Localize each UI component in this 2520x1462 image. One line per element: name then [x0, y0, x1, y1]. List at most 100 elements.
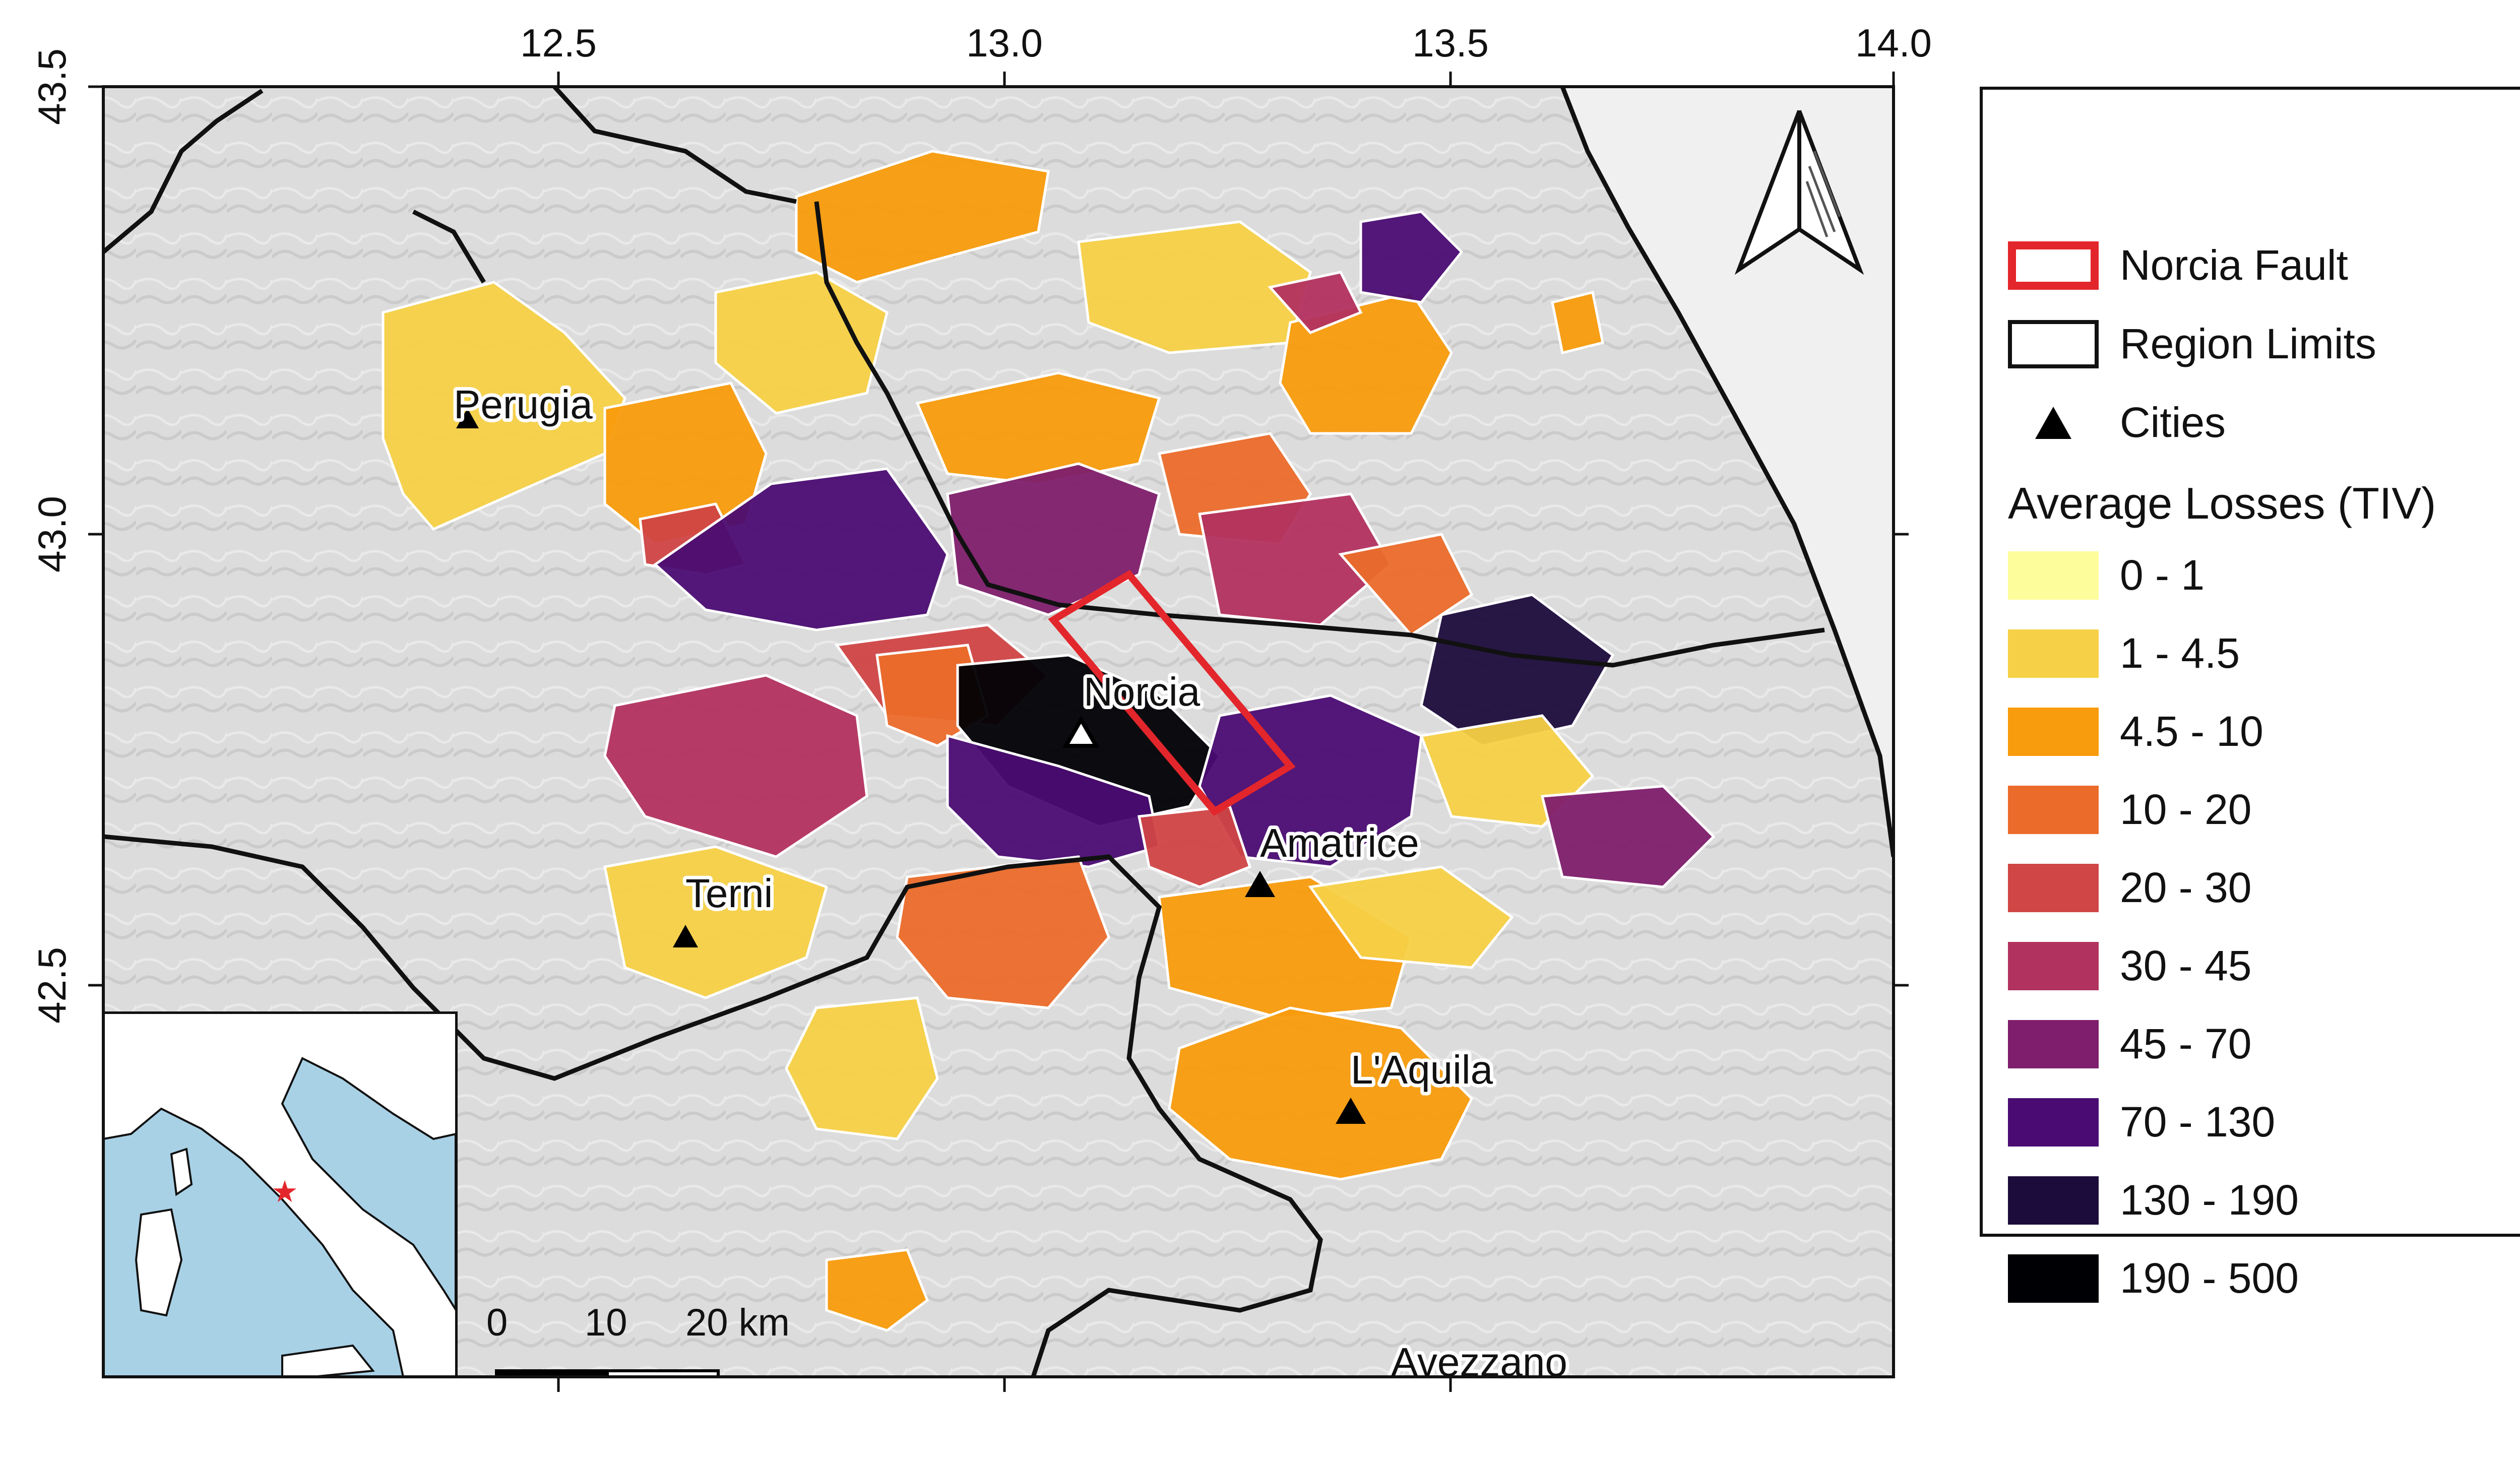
legend-class-swatch	[2008, 551, 2099, 600]
corsica-shape	[170, 1148, 193, 1196]
x-tick-13-0: 13.0	[966, 21, 1043, 65]
city-label-norcia: Norcia	[1084, 669, 1201, 714]
legend-fault-label: Norcia Fault	[2120, 241, 2348, 289]
legend-class-row: 20 - 30	[2008, 863, 2252, 912]
loss-polygons	[382, 150, 1716, 1332]
legend-class-swatch	[2008, 863, 2099, 912]
legend-class-swatch	[2008, 1176, 2099, 1225]
scale-label-0: 0	[486, 1301, 508, 1344]
region-yellow-se	[1308, 865, 1514, 969]
region-30-45-sw	[603, 674, 868, 858]
legend-class-swatch	[2008, 785, 2099, 834]
city-label-perugia: Perugia	[454, 382, 593, 427]
y-tick-43-0: 43.0	[30, 496, 74, 573]
legend-class-row: 190 - 500	[2008, 1254, 2299, 1303]
legend-class-row: 4.5 - 10	[2008, 707, 2263, 756]
x-tick-14-0: 14.0	[1855, 21, 1932, 65]
region-45-70-c	[946, 462, 1161, 616]
legend-row-cities: Cities	[2008, 398, 2226, 447]
legend-class-label: 70 - 130	[2120, 1098, 2276, 1146]
city-label-laquila: L'Aquila	[1351, 1047, 1493, 1092]
legend-class-row: 0 - 1	[2008, 551, 2204, 600]
terrain-background: Perugia Terni Norcia Amatrice L'Aquila A…	[103, 87, 1894, 1416]
region-orange-ne-small	[1551, 290, 1604, 355]
region-laquila	[1168, 1006, 1474, 1181]
region-orange-nw	[795, 150, 1050, 284]
region-perugia	[382, 281, 626, 531]
y-tick-43-5: 43.5	[30, 48, 74, 125]
legend-class-label: 30 - 45	[2120, 942, 2252, 989]
legend-class-label: 10 - 20	[2120, 786, 2252, 833]
triangle-icon	[2008, 399, 2099, 447]
region-orange-c1	[915, 371, 1161, 485]
city-marker-norcia	[1062, 715, 1100, 748]
region-130-190-e	[1420, 593, 1615, 747]
x-tick-12-5: 12.5	[520, 21, 597, 65]
legend-class-row: 30 - 45	[2008, 941, 2252, 990]
city-marker-terni	[673, 925, 698, 947]
city-marker-perugia	[456, 408, 479, 428]
legend-class-label: 20 - 30	[2120, 864, 2252, 911]
legend-class-label: 1 - 4.5	[2120, 629, 2240, 677]
legend-row-fault: Norcia Fault	[2008, 241, 2348, 290]
legend-title: Average Losses (TIV)	[2008, 478, 2436, 528]
legend-class-label: 190 - 500	[2120, 1254, 2299, 1302]
legend-row-region: Region Limits	[2008, 320, 2376, 368]
legend-class-row: 1 - 4.5	[2008, 629, 2240, 678]
y-tick-42-5: 42.5	[30, 947, 74, 1024]
region-yellow-sw	[785, 996, 939, 1140]
city-markers: Perugia Terni Norcia Amatrice L'Aquila A…	[450, 378, 1571, 1416]
axis-ticks	[88, 72, 1909, 1392]
inset-map: ★	[102, 1011, 458, 1378]
star-icon: ★	[271, 1174, 298, 1210]
region-10-20-s	[896, 855, 1110, 1009]
city-label-terni: Terni	[685, 871, 773, 916]
region-70-130-ne	[1359, 210, 1464, 304]
region-orange-far-s	[825, 1248, 929, 1332]
region-70-130-w	[653, 467, 949, 631]
legend-class-label: 4.5 - 10	[2120, 708, 2263, 755]
legend-class-label: 130 - 190	[2120, 1176, 2299, 1224]
region-30-45-ne	[1268, 271, 1363, 334]
city-label-avezzano: Avezzano	[1391, 1340, 1567, 1384]
fault-swatch	[2008, 241, 2099, 290]
sicily-shape	[281, 1344, 375, 1378]
legend-class-swatch	[2008, 707, 2099, 756]
region-terni	[603, 845, 829, 999]
scale-label-20: 20 km	[685, 1301, 790, 1344]
italy-shape	[102, 1012, 457, 1378]
city-marker-avezzano	[1373, 1390, 1404, 1416]
legend-class-row: 10 - 20	[2008, 785, 2252, 834]
map-frame	[102, 85, 1895, 1378]
legend-class-label: 0 - 1	[2120, 551, 2205, 599]
sardinia-shape	[135, 1208, 183, 1317]
region-swatch	[2008, 320, 2099, 368]
city-marker-laquila	[1336, 1098, 1366, 1124]
legend: Norcia Fault Region Limits Cities Averag…	[1980, 87, 2520, 1303]
map-panel: Perugia Terni Norcia Amatrice L'Aquila A…	[30, 21, 1932, 1416]
north-arrow-icon	[1734, 110, 1864, 275]
region-70-130-s	[946, 734, 1161, 868]
legend-class-swatch	[2008, 1098, 2099, 1147]
legend-class-swatch	[2008, 941, 2099, 990]
region-30-45-c	[1198, 492, 1393, 626]
region-10-20-c2	[1338, 533, 1474, 637]
sea-area	[1562, 87, 1894, 857]
legend-class-label: 45 - 70	[2120, 1020, 2252, 1067]
legend-class-row: 130 - 190	[2008, 1176, 2299, 1225]
legend-class-swatch	[2008, 1020, 2099, 1068]
legend-class-swatch	[2008, 1254, 2099, 1303]
scale-label-10: 10	[585, 1301, 627, 1344]
legend-region-label: Region Limits	[2120, 320, 2376, 367]
region-45-70-e	[1540, 785, 1716, 888]
city-marker-amatrice	[1245, 871, 1275, 897]
region-limits	[103, 87, 1825, 1377]
city-label-amatrice: Amatrice	[1260, 820, 1419, 865]
legend-cities-label: Cities	[2120, 399, 2226, 446]
x-tick-13-5: 13.5	[1412, 21, 1489, 65]
legend-class-row: 70 - 130	[2008, 1098, 2275, 1147]
legend-class-swatch	[2008, 629, 2099, 678]
norcia-fault	[1048, 569, 1296, 816]
region-yellow-n	[714, 271, 889, 415]
legend-class-row: 45 - 70	[2008, 1020, 2252, 1068]
